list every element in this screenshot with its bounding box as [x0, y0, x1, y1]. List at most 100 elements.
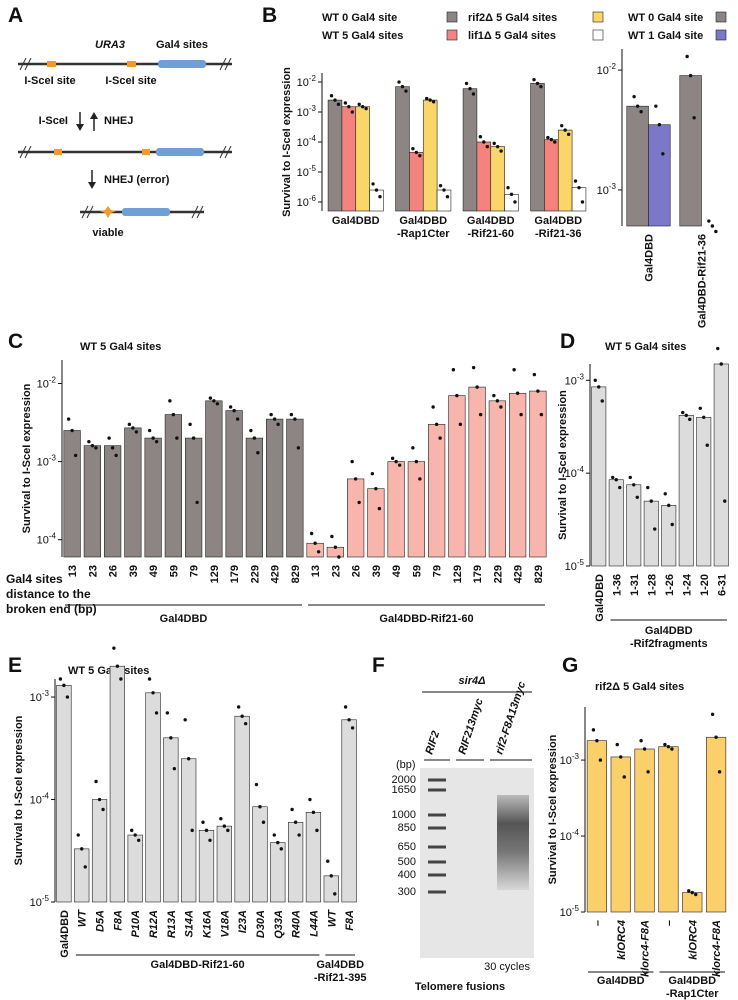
x-tick-label: Gal4DBD [594, 574, 606, 622]
data-point [600, 399, 604, 403]
data-point [580, 200, 585, 204]
data-point [147, 428, 152, 433]
panel-letter: A [8, 4, 23, 27]
bar [571, 187, 587, 212]
bar [436, 189, 452, 212]
data-point [190, 828, 194, 833]
data-point [622, 775, 626, 779]
y-tick-label: 10-3 [30, 689, 50, 704]
ladder-band [428, 845, 446, 849]
data-point [445, 194, 450, 199]
bar [341, 106, 357, 212]
data-point [293, 417, 297, 421]
y-tick-label: 10-5 [30, 894, 50, 909]
x-tick-label: Gal4DBD [332, 215, 380, 227]
x-tick-label: klORC4 [616, 920, 628, 960]
data-point [632, 483, 636, 487]
legend-swatch [592, 11, 604, 23]
x-tick-label: P10A [130, 910, 142, 938]
data-point [186, 757, 191, 761]
bar [407, 461, 425, 558]
x-tick-label: 429 [513, 565, 525, 583]
data-point [269, 412, 273, 417]
x-tick-label: 1-24 [681, 573, 693, 596]
x-tick-label: 1-26 [664, 574, 676, 596]
data-point [371, 182, 375, 186]
data-point [532, 77, 536, 82]
bar [509, 392, 527, 558]
data-point [378, 194, 382, 199]
x-tick-label: 1-36 [611, 574, 623, 596]
group-label: Gal4DBD-Rif21-60 [379, 613, 473, 625]
legend-label: lif1Δ 5 Gal4 sites [468, 30, 556, 42]
data-point [66, 417, 71, 421]
data-point [611, 475, 615, 480]
x-tick-label: Gal4DBD -Rap1Cter [397, 215, 450, 240]
bar [468, 386, 486, 558]
bar [63, 430, 81, 558]
data-point [485, 144, 489, 149]
data-point [70, 428, 74, 433]
data-point [377, 506, 382, 511]
data-point [553, 140, 557, 144]
data-point [127, 422, 132, 427]
data-point [133, 833, 137, 837]
data-point [313, 541, 317, 545]
ladder-band [428, 788, 446, 792]
bar [369, 189, 384, 212]
bar [648, 124, 671, 227]
group-label: Gal4DBD -Rif2fragments [630, 625, 708, 650]
data-point [296, 446, 301, 450]
data-point [649, 499, 653, 503]
data-point [315, 828, 319, 833]
site-label: I-SceI site [24, 75, 75, 87]
data-point [337, 555, 341, 559]
bar [422, 99, 438, 212]
bar [462, 88, 478, 212]
bar [91, 799, 108, 903]
data-point [654, 104, 658, 108]
legend-swatch [715, 29, 727, 41]
bar [205, 400, 223, 558]
data-point [137, 838, 141, 843]
x-tick-label: Gal4DBD [59, 910, 71, 958]
data-point [451, 368, 456, 372]
x-tick-label: 129 [209, 565, 221, 583]
bar [530, 83, 545, 212]
data-point [330, 534, 334, 539]
data-point [714, 735, 718, 739]
data-point [357, 500, 361, 505]
data-point [147, 677, 152, 681]
data-point [276, 422, 280, 427]
cut-label: I-SceI [39, 115, 68, 127]
y-tick-label: 10-4 [565, 465, 585, 480]
data-point [657, 123, 662, 127]
bar [395, 86, 410, 212]
data-point [442, 188, 446, 192]
ladder-band [428, 873, 446, 877]
bar [83, 445, 101, 558]
data-point [597, 385, 601, 389]
data-point [208, 838, 212, 843]
panel-letter: B [262, 4, 277, 27]
y-tick-label: 10-3 [597, 182, 617, 197]
data-point [256, 450, 260, 455]
data-point [183, 718, 187, 722]
data-point [215, 402, 220, 406]
data-point [455, 393, 459, 398]
data-point [577, 185, 581, 190]
y-tick-label: 10-5 [297, 164, 317, 179]
bar [355, 106, 370, 212]
panel-letter: C [8, 330, 23, 353]
data-point [195, 500, 199, 505]
y-tick-label: 10-2 [297, 74, 317, 89]
x-tick-label: 1-28 [646, 574, 658, 596]
data-point [431, 100, 436, 104]
data-point [289, 412, 294, 417]
bar [234, 715, 250, 903]
data-point [478, 412, 483, 417]
data-point [688, 417, 692, 422]
data-point [272, 833, 276, 837]
y-tick-label: 10-4 [297, 134, 317, 149]
